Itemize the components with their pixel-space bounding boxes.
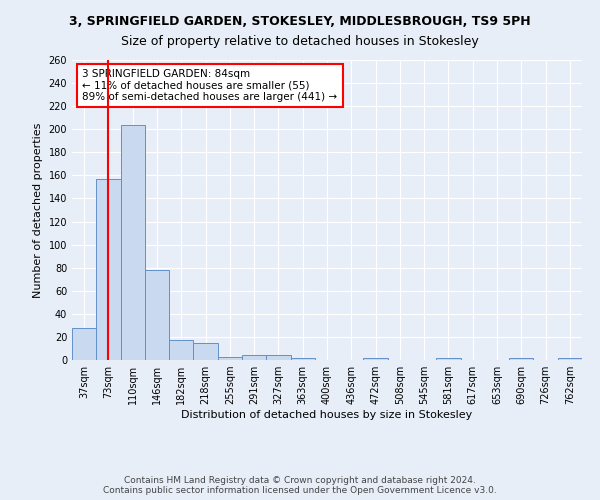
Y-axis label: Number of detached properties: Number of detached properties xyxy=(33,122,43,298)
Bar xyxy=(242,356,266,360)
Bar xyxy=(169,340,193,360)
Bar xyxy=(558,358,582,360)
Bar xyxy=(96,179,121,360)
Bar xyxy=(436,358,461,360)
Text: Contains HM Land Registry data © Crown copyright and database right 2024.
Contai: Contains HM Land Registry data © Crown c… xyxy=(103,476,497,495)
Bar xyxy=(364,358,388,360)
Bar xyxy=(121,124,145,360)
Text: Size of property relative to detached houses in Stokesley: Size of property relative to detached ho… xyxy=(121,35,479,48)
Bar xyxy=(72,328,96,360)
Bar xyxy=(193,342,218,360)
Bar xyxy=(509,358,533,360)
Text: 3 SPRINGFIELD GARDEN: 84sqm
← 11% of detached houses are smaller (55)
89% of sem: 3 SPRINGFIELD GARDEN: 84sqm ← 11% of det… xyxy=(82,69,337,102)
Text: 3, SPRINGFIELD GARDEN, STOKESLEY, MIDDLESBROUGH, TS9 5PH: 3, SPRINGFIELD GARDEN, STOKESLEY, MIDDLE… xyxy=(69,15,531,28)
Bar xyxy=(218,356,242,360)
X-axis label: Distribution of detached houses by size in Stokesley: Distribution of detached houses by size … xyxy=(181,410,473,420)
Bar xyxy=(266,356,290,360)
Bar xyxy=(145,270,169,360)
Bar xyxy=(290,358,315,360)
